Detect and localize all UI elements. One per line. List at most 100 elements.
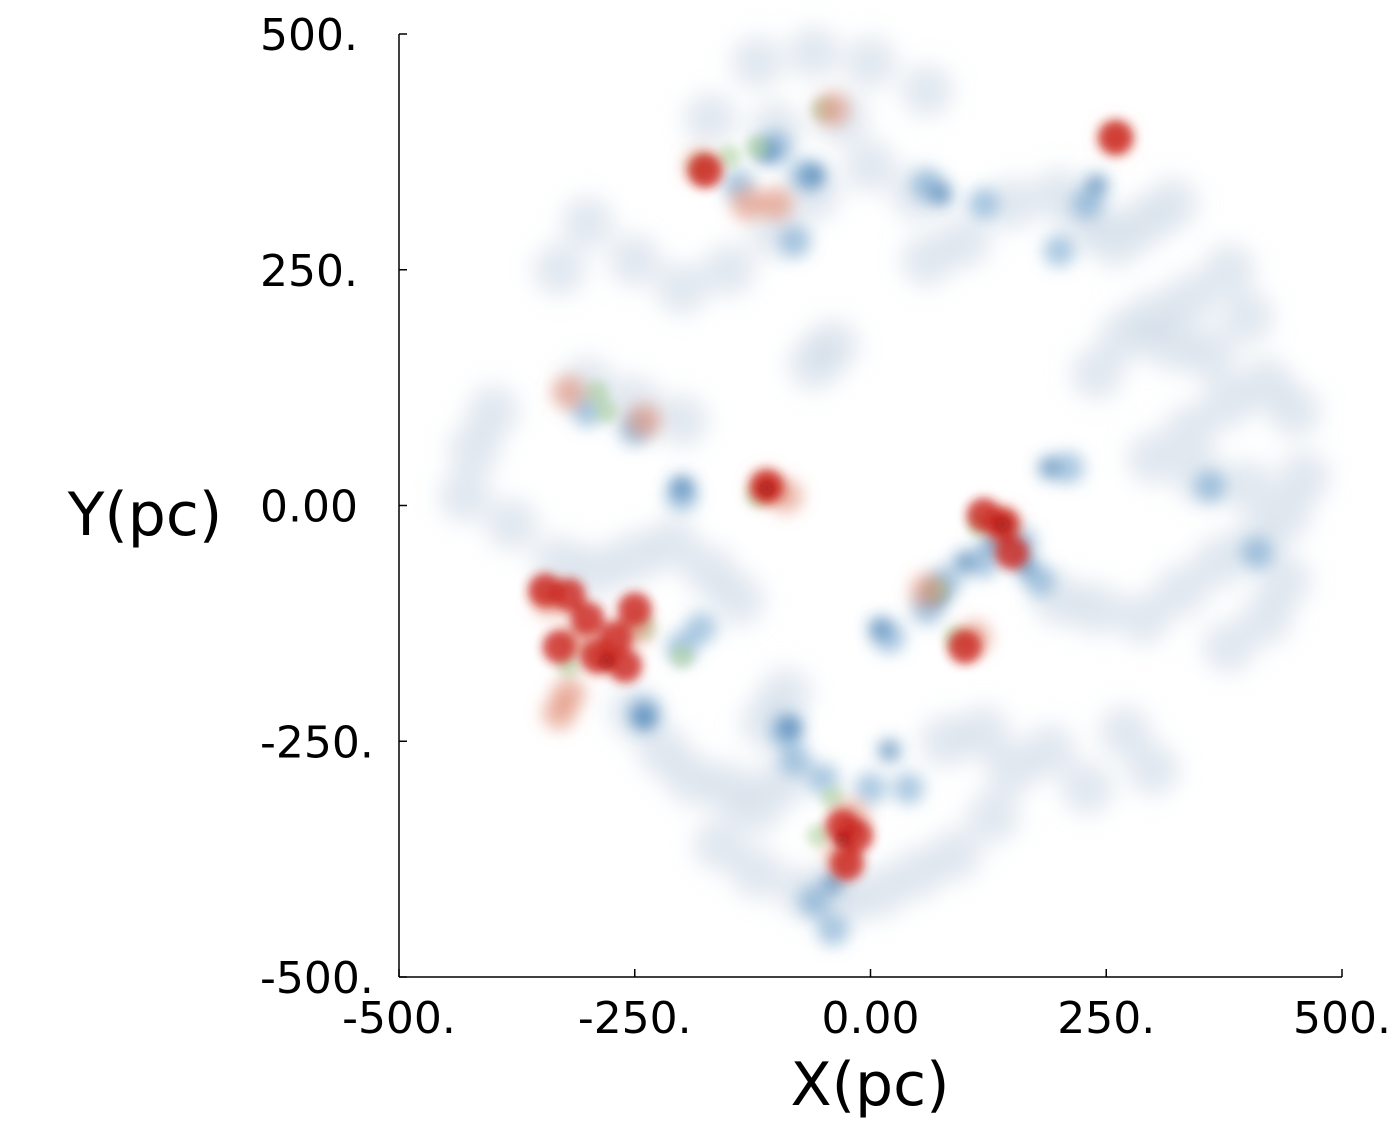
density-blob — [684, 612, 717, 645]
density-blob — [806, 823, 831, 848]
density-blob — [703, 243, 756, 296]
density-cloud — [439, 26, 1331, 946]
y-tick-label: 500. — [260, 10, 358, 61]
x-tick-label: 500. — [1293, 993, 1391, 1044]
density-blob — [684, 92, 737, 145]
density-blob — [844, 140, 897, 193]
density-blob — [806, 319, 859, 372]
density-blob — [730, 186, 765, 221]
density-blob — [669, 644, 694, 669]
density-blob — [779, 744, 812, 777]
density-level-peak — [600, 482, 1009, 847]
density-blob — [486, 498, 539, 551]
density-blob — [1127, 432, 1180, 485]
density-blob — [1099, 309, 1152, 362]
density-blob — [542, 629, 577, 664]
density-blob — [994, 535, 1029, 570]
density-blob — [688, 153, 723, 188]
density-blob — [646, 517, 699, 570]
density-blob — [1155, 564, 1208, 617]
density-blob — [829, 846, 864, 881]
density-blob — [1165, 272, 1218, 325]
density-blob — [820, 785, 845, 810]
density-blob — [1202, 620, 1255, 673]
density-blob — [787, 26, 840, 79]
density-blob — [910, 573, 945, 608]
density-blob — [1085, 173, 1108, 196]
density-blob — [779, 225, 812, 258]
density-blob — [561, 196, 614, 249]
density-blob — [448, 422, 501, 475]
density-blob — [815, 92, 850, 127]
y-tick-label: 250. — [260, 246, 358, 297]
density-blob — [1240, 592, 1293, 645]
density-blob — [594, 399, 619, 424]
density-blob — [1221, 460, 1274, 513]
density-blob — [839, 818, 874, 853]
density-blob — [1127, 743, 1180, 796]
density-blob — [1165, 404, 1218, 457]
density-blob — [1099, 705, 1152, 758]
density-blob — [947, 629, 982, 664]
density-blob — [797, 885, 830, 918]
density-blob — [985, 177, 1038, 230]
density-blob — [1070, 583, 1123, 636]
y-axis-ticks: -500. -250. 0.00 250. 500. — [260, 10, 407, 1004]
density-blob — [878, 739, 901, 762]
density-blob — [585, 380, 610, 405]
density-blob — [439, 470, 492, 523]
density-blob — [1038, 456, 1061, 479]
density-blob — [1052, 451, 1085, 484]
density-blob — [996, 518, 1009, 531]
density-blob — [930, 183, 953, 206]
y-tick-label: -500. — [260, 953, 374, 1004]
density-blob — [779, 716, 802, 739]
density-blob — [633, 706, 656, 729]
density-blob — [655, 262, 708, 315]
density-blob — [745, 135, 770, 160]
density-blob — [1146, 177, 1199, 230]
density-blob — [892, 772, 925, 805]
density-blob — [901, 234, 954, 287]
density-blob — [693, 818, 746, 871]
density-blob — [670, 475, 693, 498]
density-blob — [533, 243, 586, 296]
x-axis-ticks: -500. -250. 0.00 250. 500. — [342, 969, 1391, 1044]
density-blob — [966, 497, 1001, 532]
density-blob — [759, 186, 794, 221]
y-tick-label: 0.00 — [260, 482, 358, 533]
x-tick-label: 250. — [1057, 993, 1155, 1044]
density-blob — [608, 234, 661, 287]
density-blob — [967, 790, 1020, 843]
density-blob — [1070, 347, 1123, 400]
density-blob — [551, 578, 586, 613]
density-level-diffuse — [439, 26, 1331, 928]
x-tick-label: -250. — [578, 993, 692, 1044]
density-blob — [1146, 319, 1199, 372]
density-blob — [868, 617, 891, 640]
density-blob — [717, 144, 742, 169]
density-blob — [957, 705, 1010, 758]
density-blob — [1259, 488, 1312, 541]
density-blob — [1061, 762, 1114, 815]
density-blob — [836, 834, 849, 847]
density-blob — [854, 772, 887, 805]
x-tick-label: 0.00 — [822, 993, 920, 1044]
density-blob — [600, 655, 613, 668]
density-blob — [844, 36, 897, 89]
x-axis-title: X(pc) — [791, 1050, 950, 1120]
density-blob — [731, 36, 784, 89]
density-blob — [570, 601, 605, 636]
density-blob — [1202, 243, 1255, 296]
density-blob — [1023, 724, 1076, 777]
x-tick-label: -500. — [342, 993, 456, 1044]
y-tick-label: -250. — [260, 717, 374, 768]
density-blob — [1241, 536, 1274, 569]
density-blob — [901, 64, 954, 117]
density-blob — [731, 847, 784, 900]
density-blob — [608, 648, 643, 683]
density-blob — [551, 375, 586, 410]
density-blob — [1043, 234, 1076, 267]
density-blob — [542, 695, 577, 730]
